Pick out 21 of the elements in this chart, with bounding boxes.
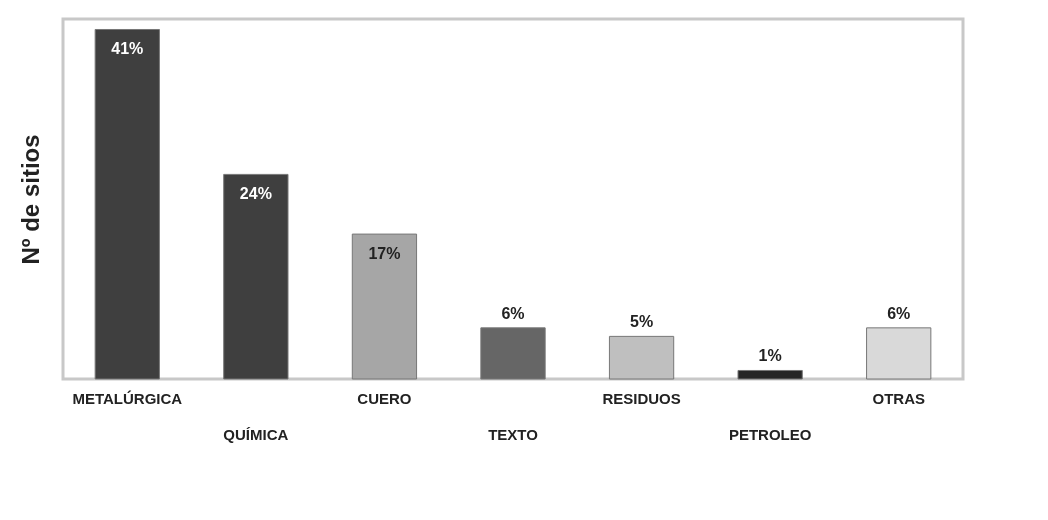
bar (866, 327, 932, 380)
bar (94, 28, 160, 380)
x-tick-label: RESIDUOS (602, 389, 681, 407)
x-tick-label: METALÚRGICA (72, 389, 183, 407)
data-label: 24% (239, 185, 272, 203)
data-label: 6% (501, 304, 525, 322)
bar (351, 233, 418, 380)
bar (223, 173, 289, 380)
data-label: 5% (630, 313, 654, 331)
x-tick-label: CUERO (357, 389, 412, 407)
x-tick-label: QUÍMICA (223, 425, 289, 443)
bar (737, 369, 803, 380)
data-label: 1% (758, 347, 782, 365)
data-label: 41% (111, 40, 144, 58)
y-axis-title: Nº de sitios (16, 134, 44, 265)
x-tick-label: TEXTO (488, 425, 539, 443)
x-tick-label: OTRAS (872, 389, 925, 407)
x-tick-label: PETROLEO (728, 425, 812, 443)
bar (480, 327, 546, 380)
data-label: 6% (887, 304, 911, 322)
data-label: 17% (368, 245, 401, 263)
